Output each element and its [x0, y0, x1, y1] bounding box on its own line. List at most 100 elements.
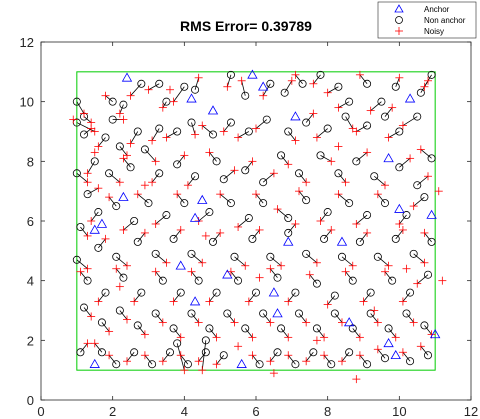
- error-line: [76, 172, 88, 183]
- non-anchor-point: [155, 124, 164, 133]
- non-anchor-point: [388, 276, 397, 285]
- error-line: [98, 137, 106, 147]
- non-anchor-point: [126, 163, 135, 172]
- error-line: [316, 128, 328, 138]
- deployment-region: [76, 71, 436, 371]
- non-anchor-point: [101, 288, 110, 297]
- non-anchor-point: [291, 360, 300, 369]
- non-anchor-point: [380, 199, 389, 208]
- noisy-point: [140, 330, 149, 339]
- non-anchor-point: [130, 348, 139, 357]
- noisy-point: [406, 154, 415, 163]
- error-line: [223, 122, 232, 132]
- error-line: [155, 313, 164, 323]
- legend-label: Anchor: [424, 5, 450, 14]
- error-line: [316, 328, 325, 338]
- error-line: [191, 313, 199, 323]
- non-anchor-point: [158, 276, 167, 285]
- noisy-point: [348, 261, 357, 270]
- noisy-point: [180, 151, 189, 160]
- noisy-point: [312, 258, 321, 267]
- non-anchor-point: [105, 169, 114, 178]
- non-anchor-point: [115, 142, 124, 151]
- noisy-point: [162, 133, 171, 142]
- error-line: [123, 158, 131, 168]
- non-anchor-point: [208, 237, 217, 246]
- error-line: [338, 173, 346, 183]
- noisy-point: [94, 142, 103, 151]
- anchor-point: [290, 111, 301, 121]
- error-line: [191, 253, 203, 264]
- non-anchor-point: [420, 321, 429, 330]
- non-anchor-point: [72, 97, 81, 106]
- non-anchor-point: [83, 190, 92, 199]
- error-line: [388, 131, 400, 138]
- noisy-point: [191, 130, 200, 139]
- noisy-point: [252, 124, 260, 133]
- anchor-point: [343, 317, 355, 327]
- noisy-point: [363, 148, 372, 157]
- legend-box: [377, 1, 477, 39]
- error-line: [338, 193, 350, 204]
- noisy-point: [212, 333, 221, 342]
- error-line: [287, 354, 296, 365]
- error-line: [399, 214, 407, 225]
- non-anchor-point: [244, 127, 253, 136]
- noisy-point: [355, 70, 364, 79]
- noisy-point: [295, 187, 303, 196]
- noisy-point: [169, 297, 178, 306]
- non-anchor-point: [302, 118, 311, 127]
- noisy-point: [244, 297, 253, 306]
- non-anchor-point: [266, 252, 275, 261]
- noisy-point: [355, 351, 364, 360]
- noisy-point: [384, 261, 393, 270]
- non-anchor-point: [119, 273, 128, 282]
- error-line: [101, 322, 110, 332]
- non-anchor-point: [302, 196, 311, 205]
- error-line: [305, 113, 314, 123]
- non-anchor-point: [348, 276, 357, 285]
- noisy-point: [105, 193, 114, 202]
- noisy-point: [323, 300, 332, 309]
- error-line: [234, 256, 246, 267]
- error-line: [90, 211, 99, 222]
- non-anchor-point: [176, 288, 185, 297]
- error-line: [270, 268, 278, 278]
- error-line: [277, 208, 289, 219]
- error-line: [219, 193, 232, 204]
- non-anchor-point: [148, 360, 157, 369]
- non-anchor-point: [291, 288, 300, 297]
- error-line: [241, 80, 246, 96]
- non-anchor-point: [334, 82, 343, 91]
- error-line: [176, 155, 185, 165]
- error-line: [151, 128, 160, 141]
- anchor-point: [236, 358, 247, 368]
- non-anchor-point: [380, 354, 389, 363]
- non-anchor-point: [155, 79, 164, 88]
- error-line: [402, 352, 411, 362]
- error-line: [402, 116, 418, 126]
- non-anchor-point: [312, 324, 321, 333]
- error-line: [284, 80, 293, 93]
- non-anchor-point: [241, 166, 250, 175]
- noisy-point: [248, 351, 257, 360]
- anchor-point: [390, 349, 401, 360]
- non-anchor-point: [155, 169, 164, 178]
- non-anchor-point: [94, 208, 103, 217]
- noisy-point: [234, 342, 243, 351]
- noisy-point: [176, 333, 185, 342]
- noisy-point: [327, 225, 336, 234]
- noisy-point: [284, 351, 293, 360]
- error-line: [377, 193, 386, 204]
- noisy-point: [119, 115, 128, 124]
- noisy-point: [69, 115, 78, 124]
- error-line: [83, 128, 92, 135]
- noisy-point: [309, 109, 318, 118]
- noisy-point: [198, 366, 207, 375]
- noisy-point: [348, 124, 357, 133]
- noisy-point: [148, 178, 157, 187]
- noisy-point: [230, 166, 239, 175]
- error-line: [87, 187, 99, 195]
- noisy-point: [76, 267, 85, 276]
- non-anchor-point: [97, 348, 106, 357]
